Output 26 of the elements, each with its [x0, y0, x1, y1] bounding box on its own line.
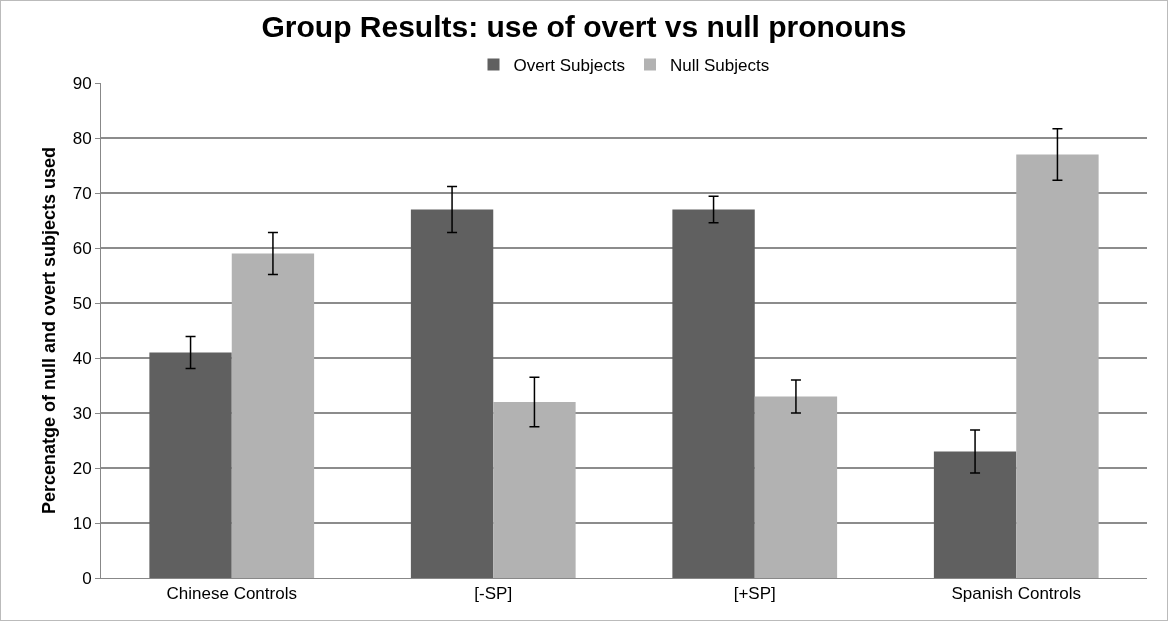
y-tick-label: 20	[72, 458, 92, 478]
legend-label: Null Subjects	[670, 56, 770, 76]
bar	[149, 352, 232, 578]
bar	[754, 396, 838, 578]
y-tick-label: 60	[72, 238, 92, 258]
legend-label: Overt Subjects	[513, 56, 625, 76]
y-tick-label: 40	[72, 348, 92, 368]
y-axis-title: Percenatge of null and overt subjects used	[38, 146, 59, 515]
x-tick-label: [+SP]	[733, 584, 776, 604]
chart-title: Group Results: use of overt vs null pronouns	[261, 10, 907, 44]
bar	[672, 209, 755, 578]
bar	[1016, 154, 1099, 578]
x-tick-label: [-SP]	[474, 584, 513, 604]
y-tick-label: 30	[72, 403, 92, 423]
x-tick-label: Chinese Controls	[166, 584, 297, 604]
y-tick-label: 80	[72, 128, 92, 148]
y-tick-label: 50	[72, 293, 92, 313]
y-tick-label: 70	[72, 183, 92, 203]
y-tick-label: 10	[72, 513, 92, 533]
bar	[933, 451, 1017, 578]
bar	[410, 209, 494, 578]
y-tick-label: 90	[72, 73, 92, 93]
bar	[231, 253, 315, 578]
y-tick-label: 0	[82, 568, 92, 588]
bar	[493, 402, 576, 578]
x-tick-label: Spanish Controls	[951, 584, 1081, 604]
